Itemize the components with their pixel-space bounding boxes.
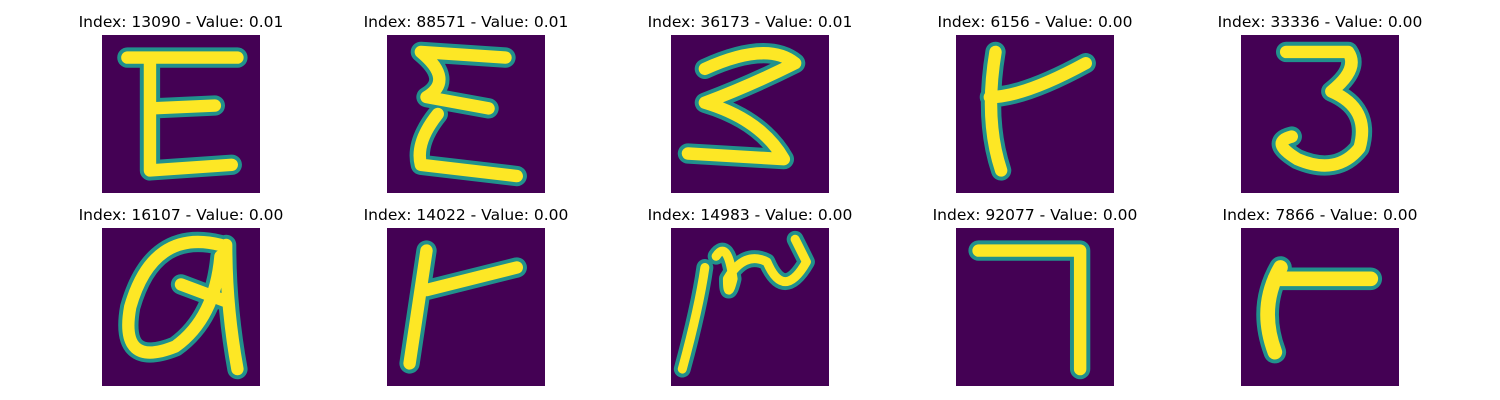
handwritten-glyph-image	[387, 35, 545, 193]
panel-title: Index: 36173 - Value: 0.01	[647, 13, 853, 31]
handwritten-glyph-image	[102, 35, 260, 193]
handwritten-glyph-image	[956, 228, 1114, 386]
handwritten-glyph-image	[102, 228, 260, 386]
panel-title: Index: 7866 - Value: 0.00	[1222, 206, 1418, 224]
handwritten-glyph-image	[671, 228, 829, 386]
panel-title: Index: 33336 - Value: 0.00	[1217, 13, 1423, 31]
handwritten-glyph-image	[1241, 35, 1399, 193]
panel-title: Index: 14983 - Value: 0.00	[647, 206, 853, 224]
panel-title: Index: 13090 - Value: 0.01	[78, 13, 284, 31]
panel-title: Index: 88571 - Value: 0.01	[363, 13, 569, 31]
handwritten-glyph-image	[956, 35, 1114, 193]
panel-title: Index: 6156 - Value: 0.00	[937, 13, 1133, 31]
panel-title: Index: 16107 - Value: 0.00	[78, 206, 284, 224]
panel-title: Index: 14022 - Value: 0.00	[363, 206, 569, 224]
handwritten-glyph-image	[387, 228, 545, 386]
panel-title: Index: 92077 - Value: 0.00	[932, 206, 1138, 224]
handwritten-glyph-image	[1241, 228, 1399, 386]
handwritten-glyph-image	[671, 35, 829, 193]
